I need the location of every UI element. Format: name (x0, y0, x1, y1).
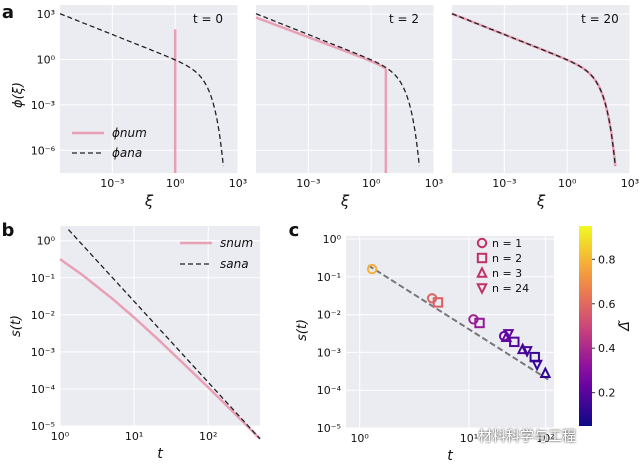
legend-marker (476, 252, 488, 264)
y-tick-label: 10³ (37, 8, 55, 21)
x-tick-label: 10³ (425, 177, 443, 190)
x-axis-label: ξ (536, 192, 546, 210)
y-tick-label: 10⁻³ (31, 99, 55, 112)
panel-letter: c (289, 220, 300, 241)
phi-num-curve (255, 16, 387, 70)
y-tick-label: 10⁻¹ (31, 272, 55, 285)
colorbar-tick-label: 0.4 (598, 342, 616, 355)
x-tick-label: 10² (199, 430, 217, 443)
legend-label: ϕnum (112, 126, 147, 140)
y-tick-label: 10⁻² (31, 309, 55, 322)
x-tick-label: 10³ (229, 177, 247, 190)
panel-letter: a (2, 2, 14, 23)
legend-label: n = 1 (492, 237, 522, 250)
y-tick-label: 10⁻³ (31, 346, 55, 359)
colorbar: 0.2 0.4 0.6 0.8 Δ̃ (579, 226, 633, 426)
data-point (502, 329, 515, 341)
legend-label: snum (220, 236, 253, 250)
legend-marker (476, 266, 488, 278)
x-tick-label: 10⁰ (362, 177, 381, 190)
x-tick-label: 10⁻³ (100, 177, 124, 190)
x-axis-label: ξ (144, 192, 154, 210)
legend-label: n = 24 (492, 282, 529, 295)
x-tick-label: 10¹ (125, 430, 143, 443)
plot-area (452, 5, 630, 173)
x-tick-label: 10¹ (460, 432, 478, 445)
colorbar-tick-label: 0.2 (598, 387, 616, 400)
watermark: 材料科学与工程 (478, 429, 576, 445)
x-tick-label: 10⁻³ (492, 177, 516, 190)
x-axis-label: t (447, 448, 453, 464)
phi-ana-curve (451, 13, 616, 167)
x-axis-label: t (157, 446, 163, 462)
phi-ana-curve (255, 13, 420, 167)
x-tick-label: 10³ (621, 177, 639, 190)
legend-label: n = 3 (492, 267, 522, 280)
y-tick-label: 10⁻⁴ (31, 383, 56, 396)
snum-curve (59, 258, 261, 440)
x-tick-label: 10² (536, 432, 554, 445)
panel-letter: b (2, 220, 15, 241)
panel-c: 10⁰ 10¹ 10² 10⁰ 10⁻¹ 10⁻² 10⁻³ 10⁻⁴ 10⁻⁵ n = 1 n =… (289, 220, 555, 464)
plot-area (60, 5, 238, 173)
x-tick-label: 10⁻³ (296, 177, 320, 190)
legend-marker (476, 237, 488, 249)
y-axis-label: ϕ(ξ) (11, 82, 26, 108)
y-tick-label: 10⁰ (37, 235, 56, 248)
x-tick-label: 10⁰ (166, 177, 185, 190)
panel-b: 10⁰ 10¹ 10² 10⁰ 10⁻¹ 10⁻² 10⁻³ 10⁻⁴ 10⁻⁵ snum sana… (2, 220, 261, 462)
x-tick-label: 10⁰ (51, 430, 70, 443)
y-tick-label: 10⁻³ (317, 346, 341, 359)
y-tick-label: 10⁻⁵ (317, 422, 341, 435)
y-tick-label: 10⁻¹ (317, 271, 341, 284)
legend-marker (476, 283, 488, 295)
plot-area (346, 236, 554, 428)
y-axis-label: s(t) (9, 315, 24, 337)
data-point (521, 346, 533, 358)
colorbar-bar (579, 226, 592, 426)
data-point (474, 317, 485, 329)
y-axis-label: s(t) (295, 319, 310, 341)
subplot-title: t = 20 (581, 12, 619, 26)
phi-ana-curve (59, 13, 224, 167)
x-axis-label: ξ (340, 192, 350, 210)
data-point (539, 366, 552, 378)
colorbar-tick-label: 0.8 (598, 253, 616, 266)
x-tick-label: 10⁰ (558, 177, 577, 190)
panel-a: 10⁻³ 10⁰ 10³ 10³ 10⁰ 10⁻³ 10⁻⁶ t = 0 ξ 10⁻³ 10⁰ 10³… (2, 2, 639, 210)
colorbar-tick-label: 0.6 (598, 298, 616, 311)
y-tick-label: 10⁰ (323, 233, 342, 246)
y-tick-label: 10⁻² (317, 309, 341, 322)
sana-curve (67, 229, 261, 440)
plot-area (60, 226, 260, 426)
subplot-title: t = 2 (389, 12, 419, 26)
y-tick-label: 10⁻⁵ (31, 420, 55, 433)
y-tick-label: 10⁻⁶ (31, 144, 56, 157)
y-tick-label: 10⁻⁴ (317, 384, 342, 397)
y-tick-label: 10⁰ (37, 53, 56, 66)
legend-label: ϕana (112, 146, 142, 160)
legend-label: n = 2 (492, 252, 522, 265)
subplot-title: t = 0 (193, 12, 223, 26)
colorbar-label: Δ̃ (617, 320, 633, 332)
x-tick-label: 10⁰ (350, 432, 369, 445)
data-point (531, 359, 543, 372)
legend-label: sana (220, 257, 249, 271)
plot-area (256, 5, 434, 173)
data-point (432, 297, 444, 308)
data-point (366, 263, 378, 275)
